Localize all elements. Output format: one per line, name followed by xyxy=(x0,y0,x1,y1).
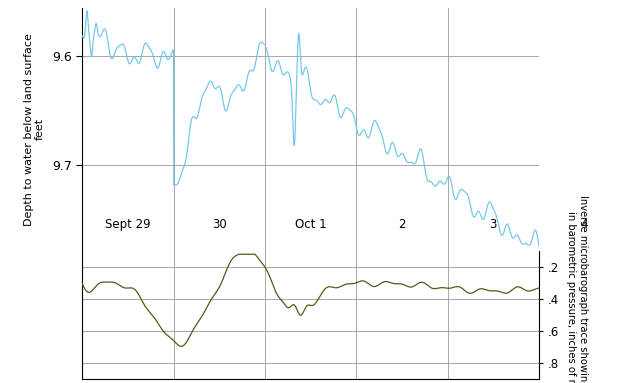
Text: Sept 29: Sept 29 xyxy=(105,218,151,231)
Text: 4: 4 xyxy=(581,218,588,231)
Text: Oct 1: Oct 1 xyxy=(295,218,327,231)
Text: 3: 3 xyxy=(489,218,497,231)
Y-axis label: Depth to water below land surface
feet: Depth to water below land surface feet xyxy=(23,33,45,226)
Text: 30: 30 xyxy=(212,218,227,231)
Y-axis label: Inverse microbarograph trace showing variation
in barometric pressure, inches of: Inverse microbarograph trace showing var… xyxy=(566,195,588,383)
Text: 2: 2 xyxy=(398,218,406,231)
